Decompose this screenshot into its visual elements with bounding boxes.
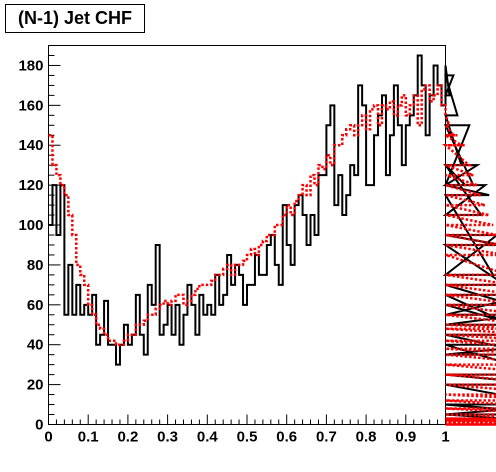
series-layer (48, 54, 496, 426)
y-tick-label: 40 (27, 337, 44, 354)
x-tick-label: 0.6 (276, 429, 297, 446)
y-tick-label: 180 (18, 57, 43, 74)
y-tick-label: 120 (18, 177, 43, 194)
y-tick-label: 60 (27, 297, 44, 314)
x-tick-label: 0.7 (316, 429, 337, 446)
y-tick-label: 100 (18, 217, 43, 234)
y-tick-label: 160 (18, 97, 43, 114)
x-axis: 0 0.1 0.2 0.3 0.4 0.5 0.6 0.7 0.8 0.9 1 (44, 414, 450, 446)
x-tick-label: 0.8 (356, 429, 377, 446)
x-tick-label: 0 (44, 429, 52, 446)
x-tick-label: 0.4 (197, 429, 219, 446)
series-solid-black-line (48, 54, 496, 426)
x-tick-label: 0.5 (237, 429, 258, 446)
series-dotted-red-line (48, 84, 496, 426)
y-axis: 0 20 40 60 80 100 120 140 160 180 (18, 45, 61, 434)
x-tick-label: 0.1 (78, 429, 99, 446)
y-tick-label: 0 (35, 417, 43, 434)
y-tick-label: 140 (18, 137, 43, 154)
x-tick-label: 0.3 (157, 429, 178, 446)
x-tick-label: 1 (441, 429, 449, 446)
x-tick-label: 0.9 (395, 429, 416, 446)
x-tick-label: 0.2 (117, 429, 138, 446)
chart-title: (N-1) Jet CHF (5, 4, 146, 33)
y-tick-label: 80 (27, 257, 44, 274)
y-tick-label: 20 (27, 377, 44, 394)
